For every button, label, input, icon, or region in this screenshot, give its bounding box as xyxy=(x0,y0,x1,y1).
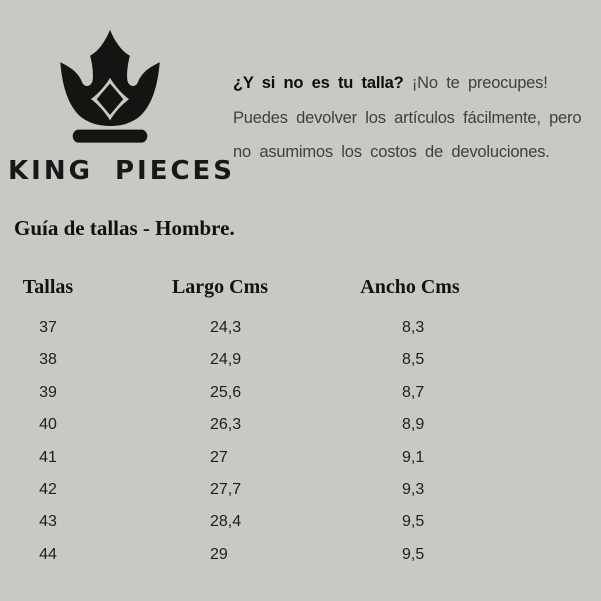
notice-reassurance: ¡No te preocupes! xyxy=(411,74,548,92)
table-row: 41 27 9,1 xyxy=(0,447,601,479)
cell-talla: 42 xyxy=(39,480,57,498)
cell-largo: 25,6 xyxy=(210,383,242,401)
table-row: 44 29 9,5 xyxy=(0,544,601,576)
cell-talla: 38 xyxy=(39,351,57,369)
column-header-ancho: Ancho Cms xyxy=(360,276,460,298)
section-title: Guía de tallas - Hombre. xyxy=(14,216,235,240)
cell-largo: 29 xyxy=(210,545,228,563)
notice-line-2: Puedes devolver los artículos fácilmente… xyxy=(233,108,582,127)
cell-talla: 39 xyxy=(39,383,57,401)
brand-wordmark: KING PIECES xyxy=(8,156,236,186)
cell-largo: 26,3 xyxy=(210,416,242,434)
column-header-tallas: Tallas xyxy=(22,276,74,298)
table-row: 38 24,9 8,5 xyxy=(0,349,601,381)
notice-line-1: ¿Y si no es tu talla? ¡No te preocupes! xyxy=(233,66,593,101)
cell-talla: 37 xyxy=(39,319,57,336)
column-header-largo: Largo Cms xyxy=(171,276,269,298)
returns-notice: ¿Y si no es tu talla? ¡No te preocupes! … xyxy=(233,66,593,170)
cell-talla: 40 xyxy=(39,416,57,434)
table-row: 39 25,6 8,7 xyxy=(0,382,601,414)
cell-ancho: 8,3 xyxy=(402,319,425,336)
notice-question: ¿Y si no es tu talla? xyxy=(233,74,404,92)
cell-ancho: 8,7 xyxy=(402,383,425,401)
table-row: 40 26,3 8,9 xyxy=(0,414,601,446)
cell-ancho: 9,3 xyxy=(402,480,425,498)
cell-talla: 44 xyxy=(39,545,57,563)
notice-line-3: no asumimos los costos de devoluciones. xyxy=(233,143,550,161)
size-table-body: 37 24,3 8,3 38 24,9 8,5 39 25,6 8,7 40 26,3 8,9 41 27… xyxy=(0,317,601,576)
cell-ancho: 9,5 xyxy=(402,513,425,531)
cell-largo: 28,4 xyxy=(210,513,242,531)
table-row: 43 28,4 9,5 xyxy=(0,511,601,543)
size-table-header: Tallas Largo Cms Ancho Cms xyxy=(0,276,601,302)
crown-logo-icon xyxy=(60,29,160,143)
cell-largo: 24,9 xyxy=(210,351,242,369)
cell-ancho: 9,1 xyxy=(402,448,425,466)
cell-talla: 43 xyxy=(39,513,57,531)
table-row: 37 24,3 8,3 xyxy=(0,317,601,349)
cell-largo: 24,3 xyxy=(210,319,242,336)
cell-ancho: 9,5 xyxy=(402,545,425,563)
cell-talla: 41 xyxy=(39,448,57,466)
cell-largo: 27 xyxy=(210,448,228,466)
cell-ancho: 8,5 xyxy=(402,351,425,369)
cell-largo: 27,7 xyxy=(210,480,242,498)
cell-ancho: 8,9 xyxy=(402,416,425,434)
table-row: 42 27,7 9,3 xyxy=(0,479,601,511)
